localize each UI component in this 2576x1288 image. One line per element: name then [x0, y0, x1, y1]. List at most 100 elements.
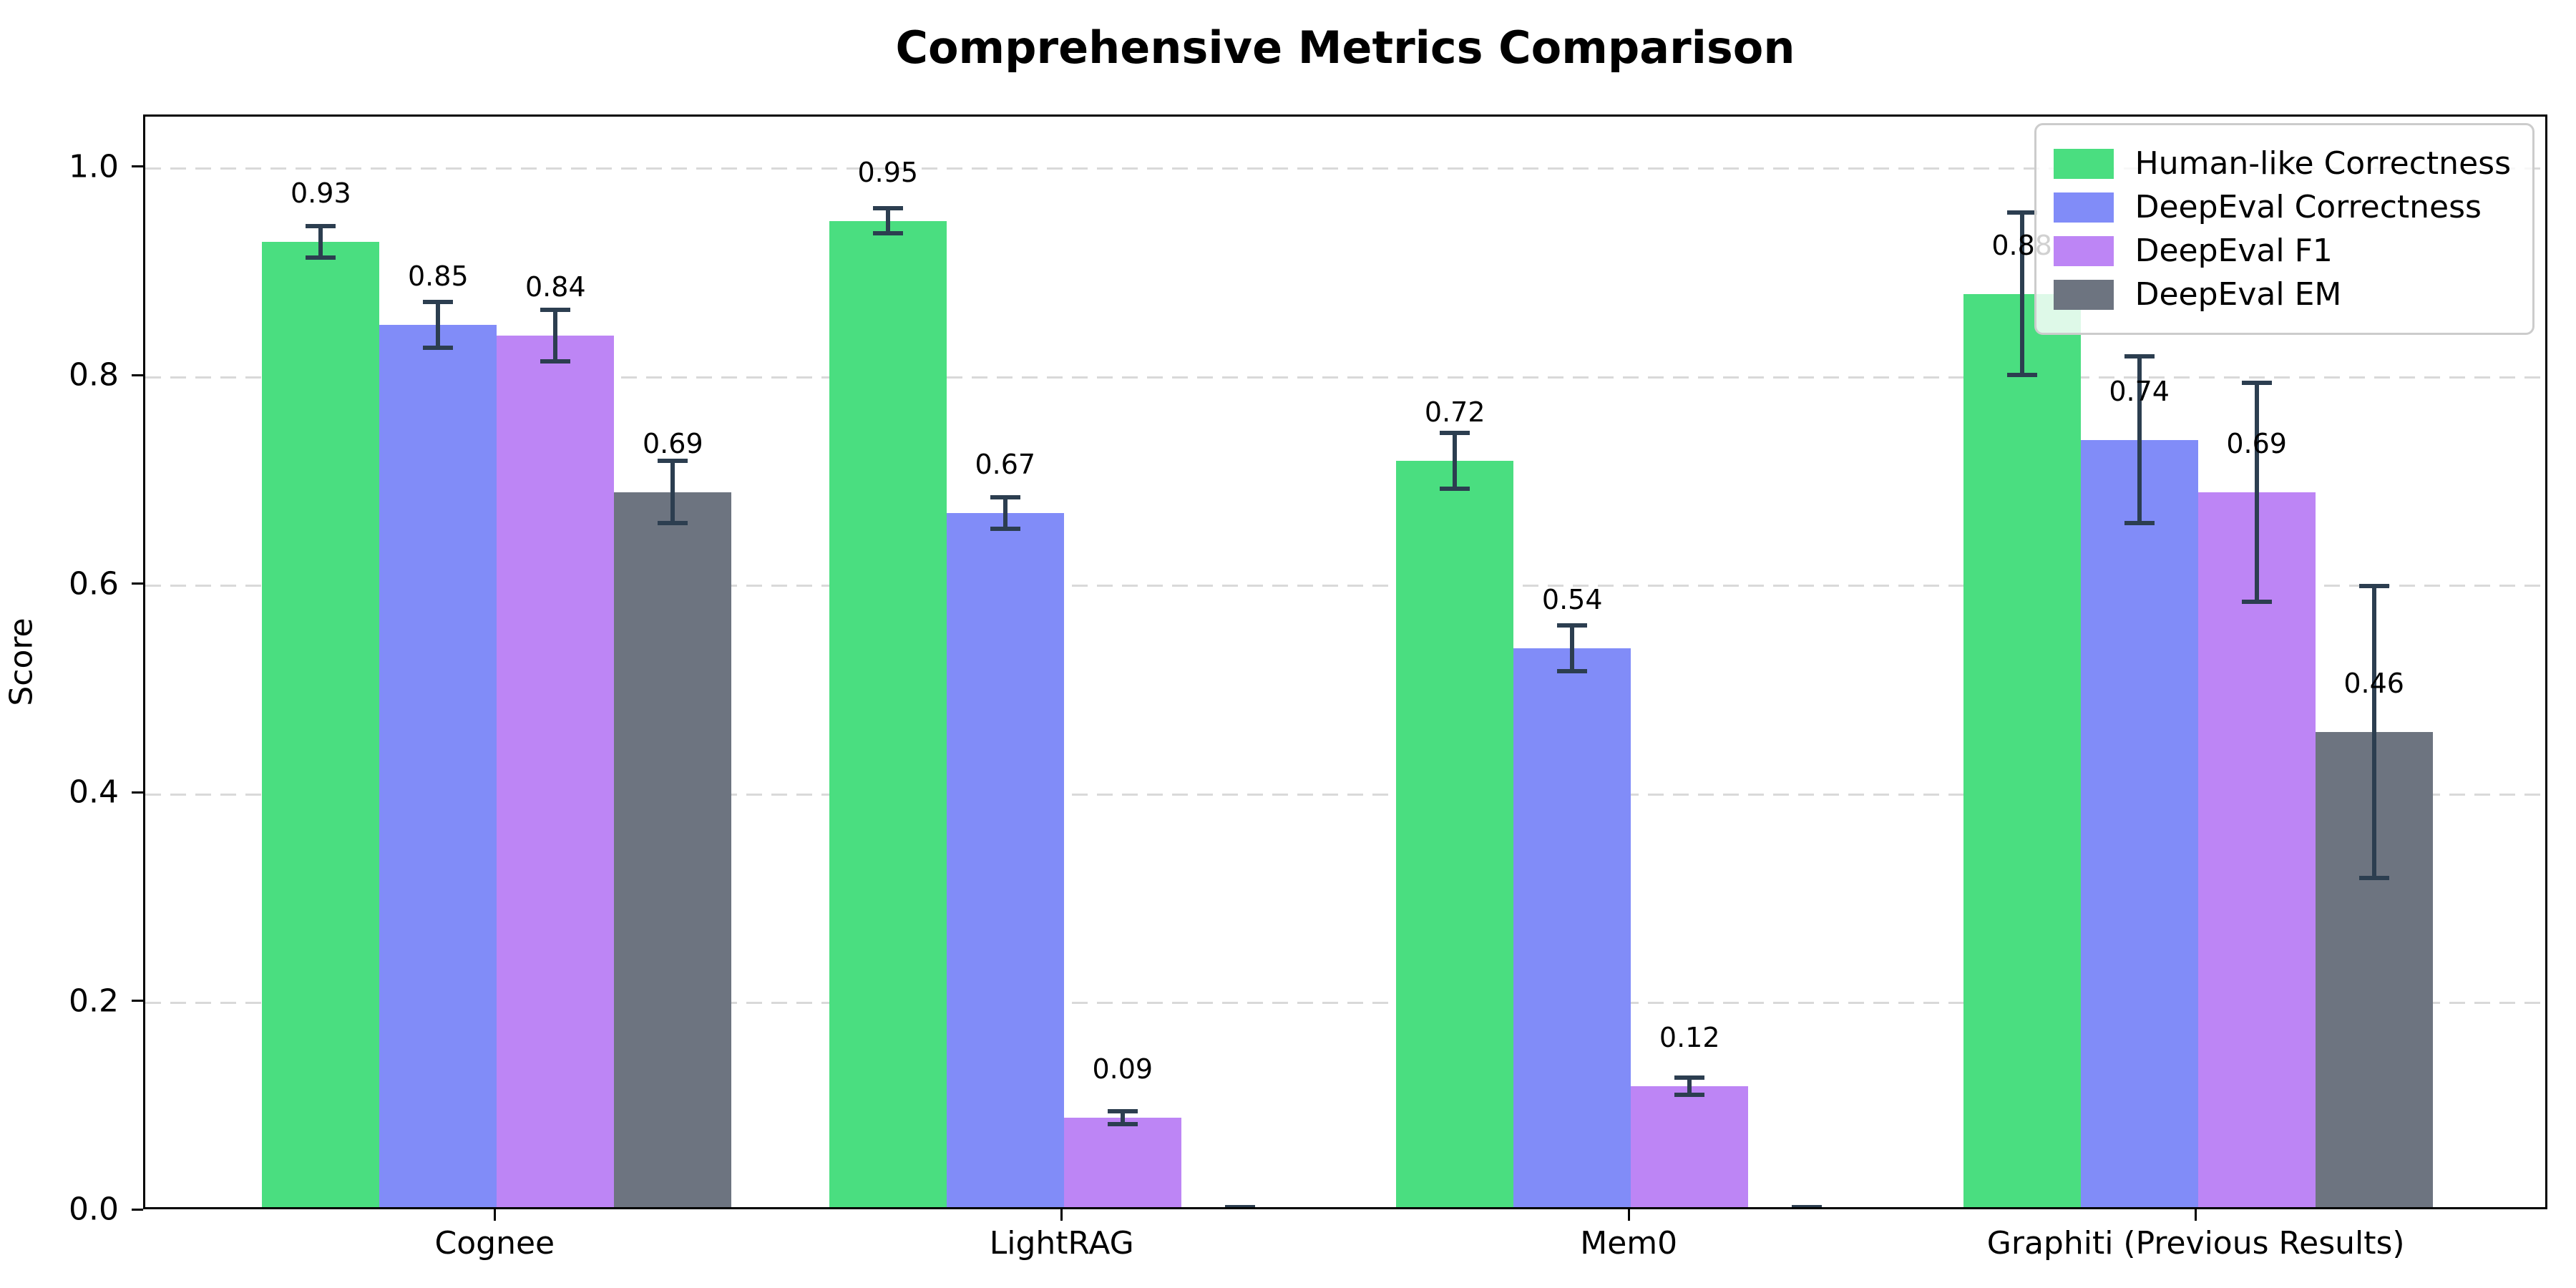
error-bar-cap-bottom: [423, 346, 454, 351]
y-tick-mark: [132, 1000, 143, 1002]
bar-value-label: 0.74: [2109, 375, 2170, 407]
bar-value-label: 0.69: [2226, 427, 2287, 459]
error-bar-cap-top: [1557, 623, 1588, 628]
y-tick-mark: [132, 374, 143, 376]
error-bar-line: [1687, 1078, 1692, 1095]
y-tick-label: 0.2: [69, 982, 119, 1020]
x-tick-label: Mem0: [1580, 1225, 1678, 1262]
bar: [2197, 492, 2316, 1207]
error-bar-line: [1002, 497, 1008, 529]
error-bar-cap-top: [1224, 1205, 1255, 1207]
bar-value-label: 0.12: [1659, 1022, 1720, 1054]
bar: [1513, 648, 1631, 1207]
bar-value-label: 0.85: [408, 260, 469, 293]
error-bar-cap-top: [2241, 380, 2272, 385]
error-bar-cap-top: [1440, 430, 1470, 435]
bar: [379, 325, 497, 1207]
error-bar-line: [318, 226, 323, 258]
error-bar-line: [553, 309, 558, 362]
bar-value-label: 0.93: [291, 177, 351, 209]
legend: Human-like Correctness DeepEval Correctne…: [2034, 123, 2534, 335]
y-tick-mark: [132, 165, 143, 168]
error-bar-cap-top: [306, 224, 336, 228]
y-tick-label: 0.4: [69, 774, 119, 811]
chart-title: Comprehensive Metrics Comparison: [895, 21, 1795, 74]
y-gridline: [145, 793, 2545, 796]
legend-label: DeepEval Correctness: [2135, 189, 2482, 225]
error-bar-line: [1120, 1111, 1125, 1124]
x-tick-label: LightRAG: [989, 1225, 1134, 1262]
legend-label: DeepEval EM: [2135, 276, 2342, 313]
legend-label: Human-like Correctness: [2135, 145, 2511, 182]
error-bar-line: [2371, 585, 2376, 878]
x-tick-label: Graphiti (Previous Results): [1986, 1225, 2405, 1262]
x-tick-mark: [493, 1209, 496, 1221]
error-bar-cap-bottom: [306, 255, 336, 260]
bar: [1963, 293, 2081, 1207]
error-bar-cap-top: [872, 206, 903, 211]
error-bar-cap-bottom: [1674, 1092, 1705, 1097]
x-tick-mark: [1627, 1209, 1630, 1221]
bar-value-label: 0.54: [1541, 584, 1603, 616]
error-bar-line: [2019, 213, 2024, 376]
y-tick-label: 0.6: [69, 565, 119, 602]
error-bar-cap-top: [540, 307, 571, 312]
error-bar-cap-bottom: [2241, 599, 2272, 604]
error-bar-cap-top: [423, 300, 454, 305]
error-bar-cap-bottom: [2124, 521, 2155, 526]
y-tick-label: 0.0: [69, 1191, 119, 1228]
legend-swatch: [2053, 235, 2114, 266]
error-bar-cap-top: [658, 458, 688, 463]
error-bar-cap-top: [1107, 1109, 1138, 1114]
bar: [497, 336, 615, 1207]
y-tick-mark: [132, 582, 143, 585]
error-bar-line: [2137, 356, 2142, 524]
bar: [262, 241, 380, 1207]
bar-value-label: 0.67: [975, 448, 1036, 480]
error-bar-line: [1570, 625, 1575, 672]
error-bar-cap-top: [2006, 210, 2037, 215]
error-bar-line: [436, 302, 441, 348]
error-bar-cap-top: [990, 494, 1020, 499]
error-bar-cap-top: [1792, 1205, 1823, 1207]
error-bar-cap-top: [2124, 354, 2155, 359]
error-bar-cap-bottom: [2358, 875, 2389, 880]
bar: [946, 512, 1064, 1207]
error-bar-line: [1453, 432, 1458, 489]
legend-item: DeepEval EM: [2053, 276, 2511, 313]
y-gridline: [145, 376, 2545, 379]
legend-item: DeepEval Correctness: [2053, 189, 2511, 225]
error-bar-cap-bottom: [1107, 1121, 1138, 1126]
legend-swatch: [2053, 192, 2114, 223]
error-bar-line: [670, 460, 675, 524]
y-gridline: [145, 585, 2545, 587]
error-bar-cap-top: [1674, 1075, 1705, 1080]
y-tick-label: 1.0: [69, 148, 119, 185]
error-bar-line: [885, 208, 890, 234]
error-bar-line: [1238, 1207, 1242, 1209]
bar: [1396, 460, 1514, 1207]
bar-value-label: 0.69: [643, 427, 703, 459]
bar-value-label: 0.72: [1424, 396, 1485, 428]
y-tick-label: 0.8: [69, 356, 119, 394]
x-tick-mark: [2195, 1209, 2197, 1221]
error-bar-line: [2254, 382, 2259, 602]
bar-value-label: 0.09: [1092, 1053, 1153, 1085]
legend-item: DeepEval F1: [2053, 233, 2511, 269]
legend-swatch: [2053, 279, 2114, 310]
y-axis-label: Score: [3, 618, 40, 706]
error-bar-cap-bottom: [990, 526, 1020, 531]
x-tick-label: Cognee: [434, 1225, 555, 1262]
y-tick-mark: [132, 791, 143, 794]
legend-item: Human-like Correctness: [2053, 145, 2511, 182]
bar-value-label: 0.95: [857, 156, 919, 188]
error-bar-line: [1805, 1207, 1809, 1209]
bar-value-label: 0.84: [525, 271, 586, 303]
bar: [829, 220, 947, 1207]
error-bar-cap-bottom: [1440, 487, 1470, 492]
error-bar-cap-bottom: [1557, 669, 1588, 674]
bar: [2080, 439, 2198, 1207]
y-tick-mark: [132, 1208, 143, 1211]
y-gridline: [145, 167, 2545, 170]
